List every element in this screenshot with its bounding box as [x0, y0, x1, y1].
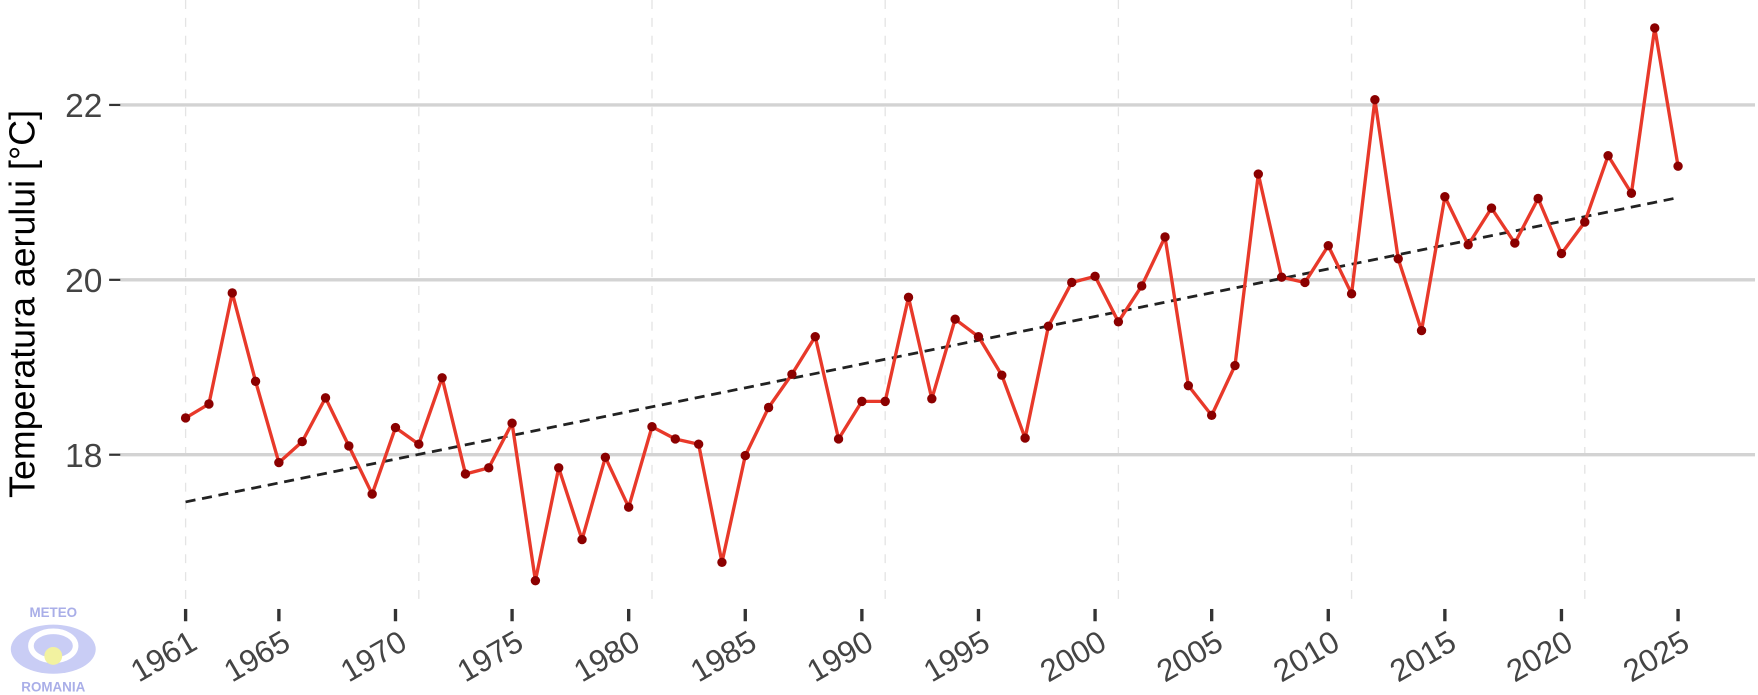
x-tick-label: 1995: [918, 624, 996, 689]
data-point: [554, 463, 564, 473]
data-point: [1510, 238, 1520, 248]
x-tick-label: 1980: [568, 624, 646, 689]
data-point: [274, 457, 284, 468]
data-point: [647, 422, 657, 432]
x-tick-label: 1970: [335, 624, 413, 689]
y-tick-label: 20: [65, 263, 102, 300]
data-point: [1323, 241, 1333, 251]
data-point: [787, 369, 797, 379]
data-point: [903, 292, 914, 303]
data-point: [600, 452, 611, 463]
data-point: [344, 441, 354, 451]
trend-line: [185, 196, 1679, 504]
data-point: [1067, 277, 1077, 288]
data-point: [437, 373, 447, 383]
logo-shape: [44, 646, 63, 665]
data-point: [1113, 317, 1124, 327]
data-point: [1300, 277, 1310, 288]
data-point: [1206, 410, 1217, 421]
x-tick-label: 1990: [801, 624, 879, 689]
data-point: [180, 413, 191, 423]
data-point: [1090, 271, 1100, 282]
data-point: [717, 557, 727, 567]
data-point: [577, 534, 587, 545]
data-point: [414, 439, 424, 449]
data-point: [670, 434, 681, 444]
data-point: [623, 502, 634, 512]
data-point: [1650, 23, 1660, 33]
data-point: [1416, 325, 1427, 336]
data-point: [1160, 232, 1170, 242]
x-tick-label: 2015: [1384, 624, 1462, 689]
data-point: [1230, 360, 1240, 371]
data-point: [1137, 281, 1147, 291]
y-axis-label: Temperatura aerului [°C]: [2, 110, 42, 498]
data-point: [1673, 161, 1683, 171]
y-tick-label: 18: [65, 438, 102, 475]
logo-text: METEO: [29, 605, 77, 620]
data-point: [367, 489, 377, 499]
logo: METEO ROMANIA: [10, 605, 96, 695]
data-line: [184, 26, 1680, 583]
data-point: [950, 314, 960, 324]
data-point: [460, 469, 471, 479]
data-point: [927, 394, 937, 404]
x-tick-label: 1961: [125, 624, 203, 689]
data-point: [1626, 188, 1637, 198]
data-point: [1580, 217, 1590, 227]
data-point: [973, 331, 984, 342]
data-point: [1276, 272, 1287, 282]
data-point: [833, 434, 844, 444]
data-point: [484, 463, 494, 473]
x-tick-label: 1965: [218, 624, 296, 689]
data-point: [1183, 380, 1194, 391]
data-point: [1440, 192, 1450, 202]
x-tick-label: 2005: [1151, 624, 1229, 689]
x-tick-label: 1975: [451, 624, 529, 689]
x-tick-label: 2025: [1617, 624, 1695, 689]
data-point: [810, 331, 820, 342]
data-point: [390, 422, 401, 433]
x-tick-label: 1985: [684, 624, 762, 689]
data-point: [1020, 433, 1030, 443]
data-point: [297, 436, 307, 447]
data-point: [997, 370, 1007, 380]
data-point: [763, 402, 774, 413]
data-point: [320, 393, 331, 403]
x-tick-label: 2020: [1501, 624, 1579, 689]
logo-text: ROMANIA: [21, 680, 85, 695]
y-tick-label: 22: [65, 88, 102, 125]
data-point: [227, 288, 237, 298]
data-point: [1463, 240, 1473, 250]
data-point: [1370, 94, 1380, 105]
x-tick-label: 2010: [1267, 624, 1345, 689]
data-point: [204, 399, 214, 409]
data-point: [1393, 254, 1403, 264]
data-point: [1533, 193, 1543, 204]
data-point: [1346, 289, 1357, 299]
data-point: [250, 376, 261, 386]
data-point: [1043, 321, 1054, 331]
data-point: [1486, 203, 1497, 213]
data-point: [530, 575, 541, 586]
data-point: [880, 396, 890, 407]
data-point: [857, 396, 867, 407]
data-point: [1603, 150, 1613, 161]
data-point: [740, 450, 750, 461]
data-point: [1253, 169, 1263, 179]
data-point: [693, 439, 704, 449]
x-tick-label: 2000: [1034, 624, 1112, 689]
data-point: [1556, 248, 1567, 259]
data-point: [507, 418, 517, 428]
